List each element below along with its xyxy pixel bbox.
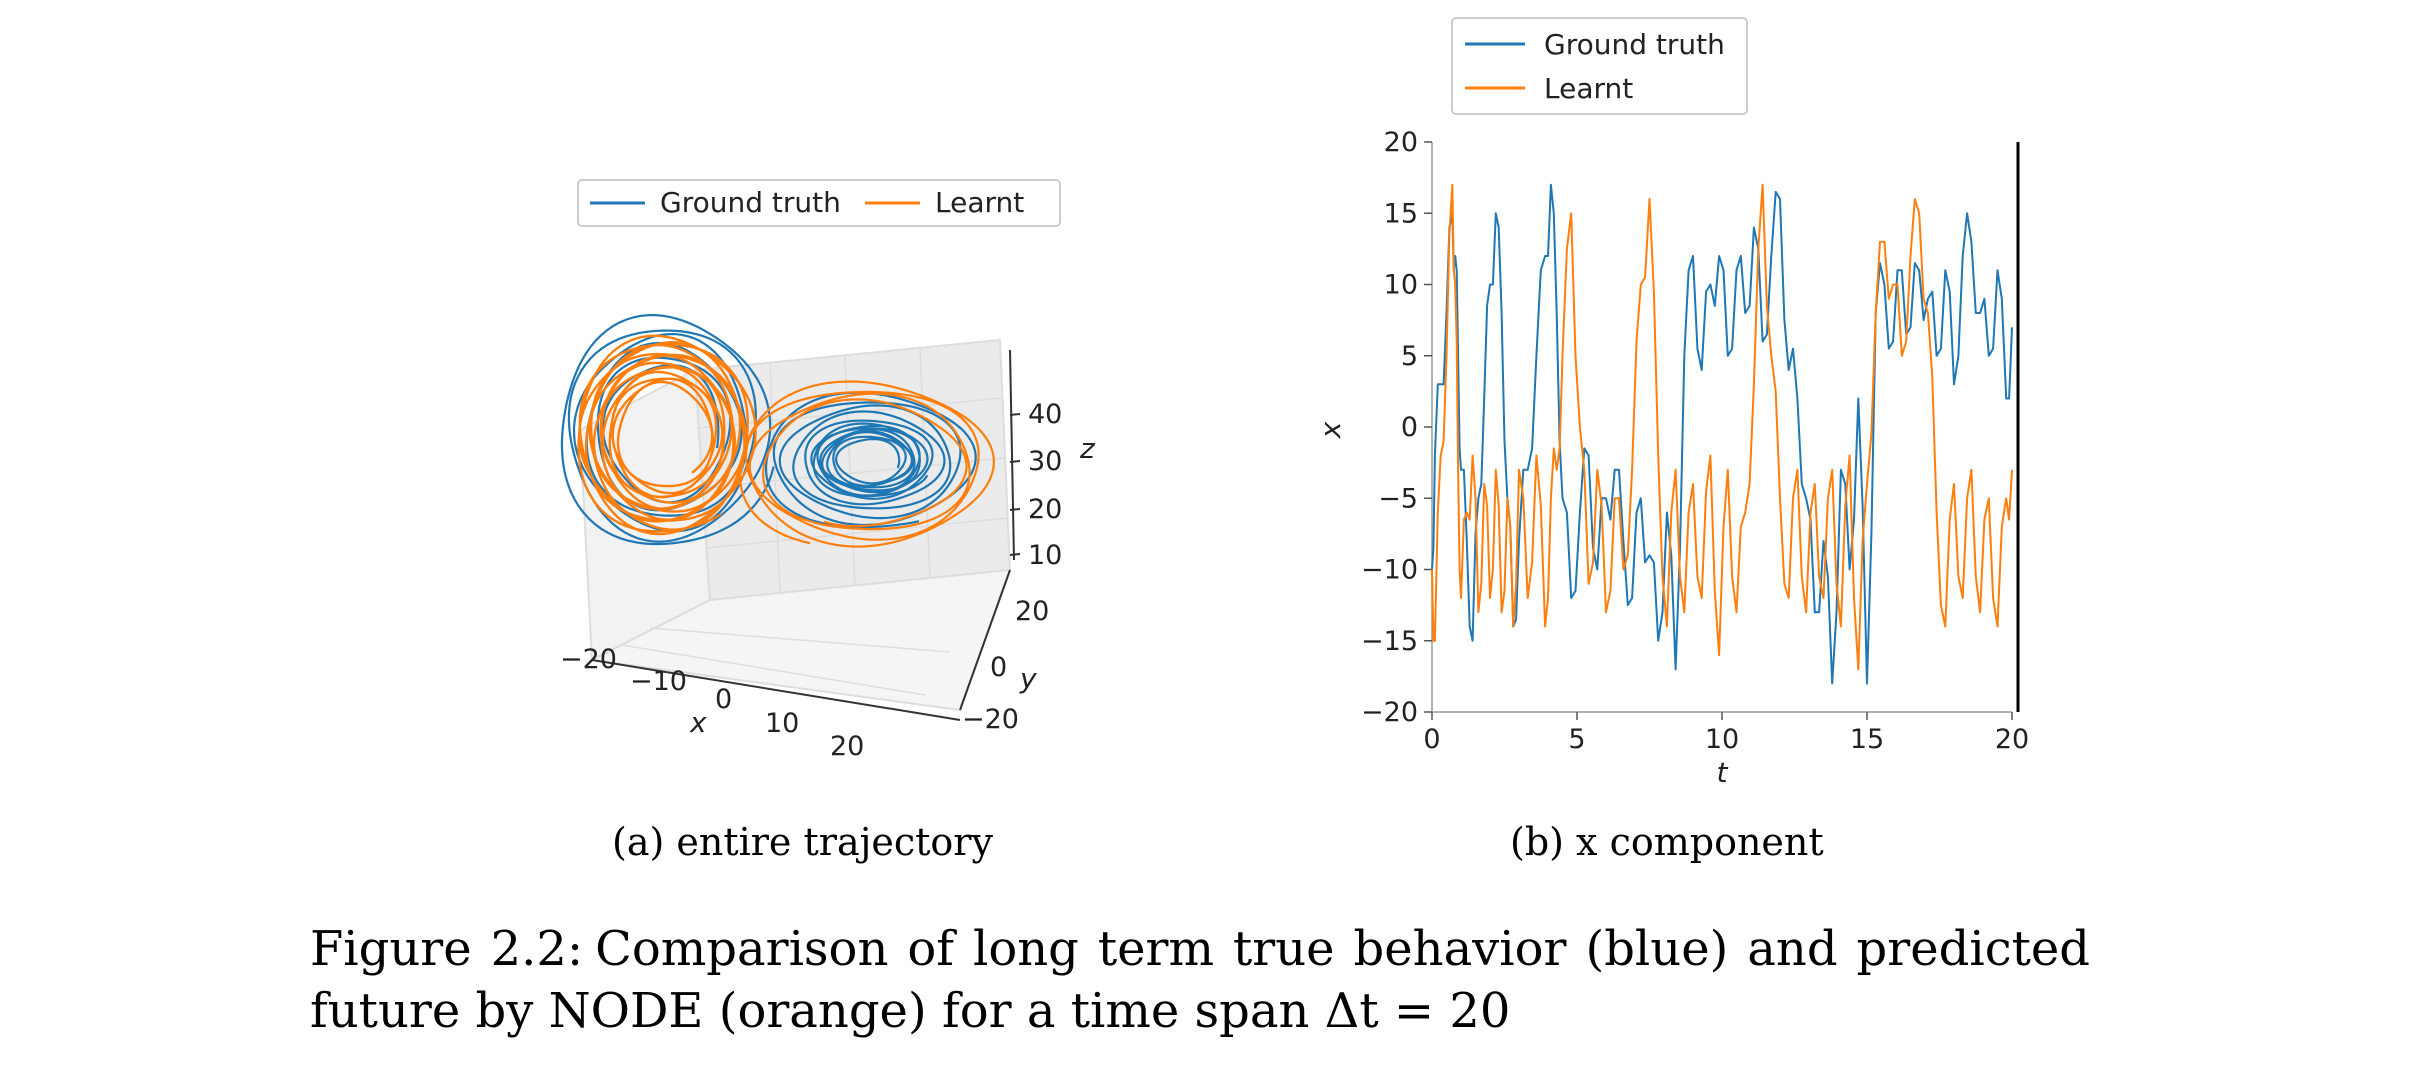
- x-tick-label: 15: [1850, 724, 1884, 755]
- y-tick-label: 0: [1401, 412, 1418, 443]
- learnt-right-wing: [739, 380, 996, 548]
- y-tick-label: −10: [1361, 555, 1418, 586]
- trajectories-3d: [560, 313, 996, 548]
- learnt-left-wing: [577, 334, 757, 536]
- plot-frame: [1431, 142, 2020, 713]
- z-tick-label: 20: [1028, 494, 1062, 525]
- t-axis-label: t: [1717, 756, 1729, 789]
- x-axis-label: x: [689, 706, 707, 739]
- x-tick-label: 0: [715, 684, 732, 715]
- legend-2d-label-ground-truth: Ground truth: [1544, 28, 1725, 61]
- y-tick-label: 20: [1384, 127, 1418, 158]
- z-axis: 10 20 30 40 z: [1009, 349, 1096, 571]
- y-axis: 20 0 −20 y: [959, 569, 1049, 735]
- x-axis-label: x: [1314, 421, 1347, 439]
- series-line-learnt: [1431, 183, 2013, 671]
- x-tick-label: 10: [765, 708, 799, 739]
- axis-ticks: −20 −15 −10 −5 0 5 10 15 20 0 5 10 15 20: [1361, 127, 2029, 755]
- x-tick-label: 10: [1705, 724, 1739, 755]
- legend-3d-label-learnt: Learnt: [935, 186, 1024, 219]
- x-component-plot: Ground truth Learnt −20 −15 −10 −5 0 5 10 15 20 0…: [1314, 17, 2029, 789]
- z-tick-label: 10: [1028, 540, 1062, 571]
- subfigure-caption-a: (a) entire trajectory: [612, 820, 993, 864]
- y-tick-label: 15: [1384, 198, 1418, 229]
- x-tick-label: 0: [1423, 724, 1440, 755]
- y-tick-label: 20: [1015, 596, 1049, 627]
- x-tick-label: −20: [560, 644, 617, 675]
- y-tick-label: −5: [1378, 483, 1418, 514]
- series-lines: [1431, 183, 2013, 685]
- x-tick-label: 20: [1995, 724, 2029, 755]
- figure-caption: Figure 2.2: Comparison of long term true …: [310, 918, 2090, 1042]
- legend-3d-label-ground-truth: Ground truth: [660, 186, 841, 219]
- subfigure-caption-b: (b) x component: [1510, 820, 1824, 864]
- y-tick-label: 5: [1401, 341, 1418, 372]
- figure-caption-label: Figure 2.2:: [310, 921, 584, 977]
- y-axis-label: y: [1019, 662, 1037, 695]
- x-axis: −20 −10 0 10 20 x: [560, 644, 961, 762]
- y-tick-label: 10: [1384, 270, 1418, 301]
- legend-2d-label-learnt: Learnt: [1544, 72, 1633, 105]
- x-tick-label: 5: [1568, 724, 1585, 755]
- y-tick-label: −20: [962, 704, 1019, 735]
- x-tick-label: 20: [830, 731, 864, 762]
- legend-2d: Ground truth Learnt: [1451, 17, 1748, 115]
- lorenz-3d-plot: Ground truth Learnt 10 20 30 40 z 20 0: [560, 179, 1096, 762]
- figure-caption-text: Comparison of long term true behavior (b…: [310, 921, 2090, 1039]
- y-tick-label: −20: [1361, 697, 1418, 728]
- y-tick-label: −15: [1361, 626, 1418, 657]
- z-tick-label: 40: [1028, 399, 1062, 430]
- series-line-ground-truth: [1431, 183, 2013, 685]
- z-axis-label: z: [1079, 432, 1096, 465]
- x-tick-label: −10: [630, 666, 687, 697]
- z-tick-label: 30: [1028, 446, 1062, 477]
- legend-3d: Ground truth Learnt: [577, 179, 1061, 227]
- ground-truth-right-core: [812, 422, 929, 498]
- y-tick-label: 0: [990, 652, 1007, 683]
